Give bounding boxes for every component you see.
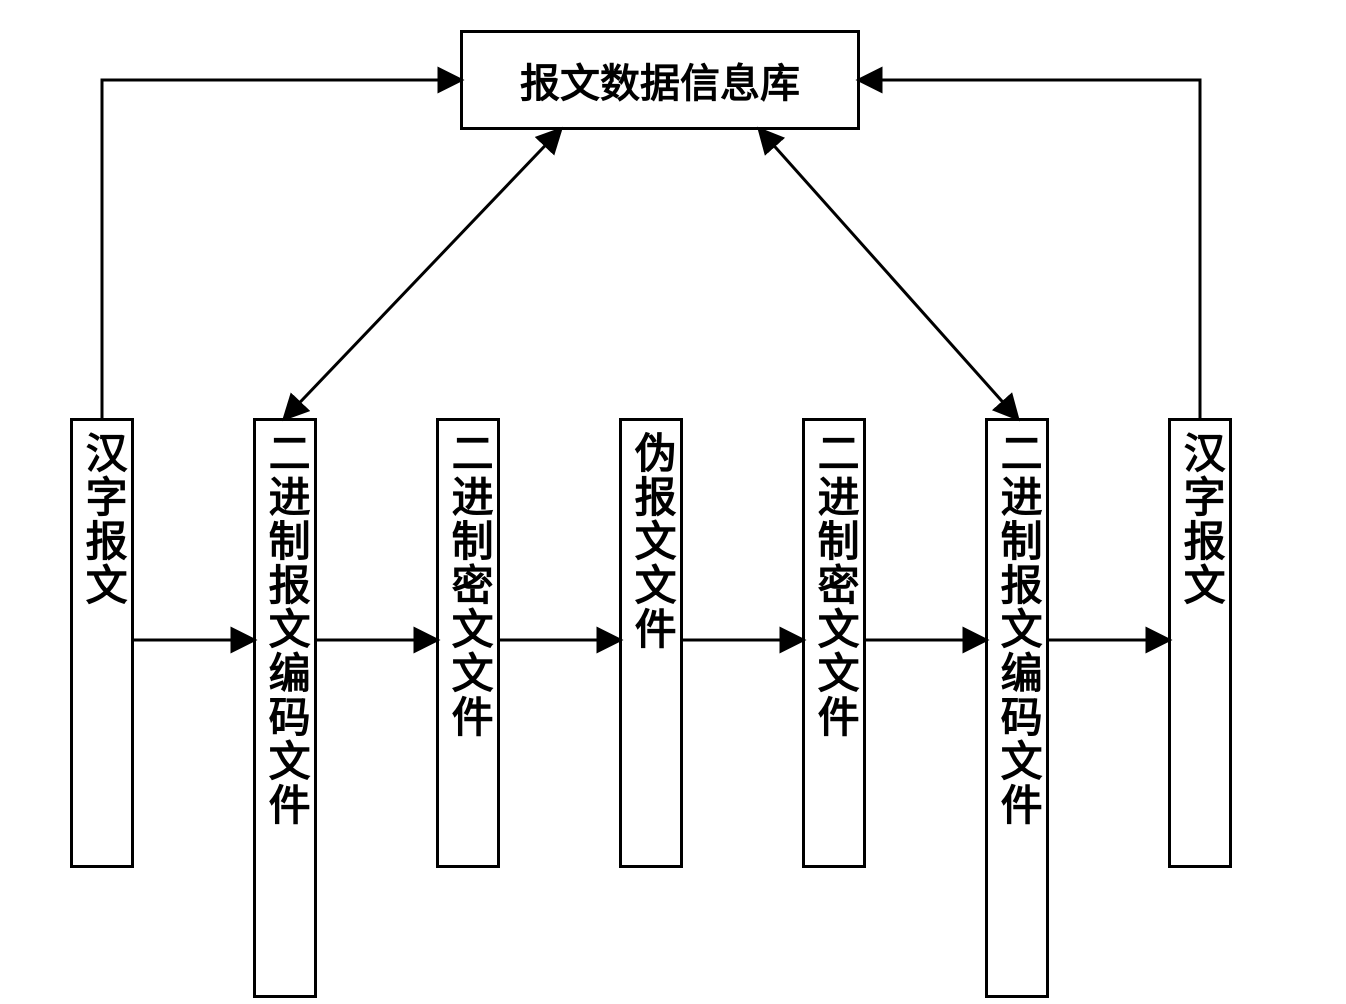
- node-n4: 伪报文文件: [619, 418, 683, 868]
- node-n3: 二进制密文文件: [436, 418, 500, 868]
- node-n5-label: 二进制密文文件: [811, 431, 857, 739]
- node-n1: 汉字报文: [70, 418, 134, 868]
- node-top-label: 报文数据信息库: [520, 51, 800, 109]
- node-n7-label: 汉字报文: [1177, 431, 1223, 607]
- node-n7: 汉字报文: [1168, 418, 1232, 868]
- node-top: 报文数据信息库: [460, 30, 860, 130]
- node-n3-label: 二进制密文文件: [445, 431, 491, 739]
- node-n6-label: 二进制报文编码文件: [994, 431, 1040, 827]
- node-n1-label: 汉字报文: [79, 431, 125, 607]
- node-n2: 二进制报文编码文件: [253, 418, 317, 998]
- node-n6: 二进制报文编码文件: [985, 418, 1049, 998]
- node-n2-label: 二进制报文编码文件: [262, 431, 308, 827]
- node-n4-label: 伪报文文件: [628, 431, 674, 651]
- node-n5: 二进制密文文件: [802, 418, 866, 868]
- diagram-canvas: 报文数据信息库 汉字报文 二进制报文编码文件 二进制密文文件 伪报文文件 二进制…: [0, 0, 1346, 1004]
